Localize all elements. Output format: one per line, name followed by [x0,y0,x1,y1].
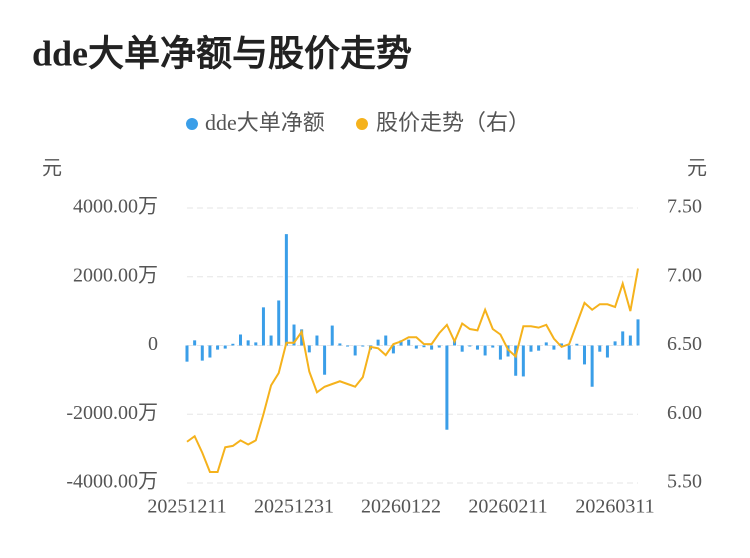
y-unit-label: 元 [42,158,62,180]
bar [193,340,197,346]
bar [239,334,243,346]
bar [491,345,495,348]
bar [460,345,464,352]
bar [185,345,189,362]
bar [391,345,395,354]
y2-tick-label: 7.00 [667,264,702,286]
bar [223,345,227,349]
bar [361,345,365,347]
legend-label: dde大单净额 [205,110,325,135]
bar [353,345,357,356]
y-tick-label: 2000.00万 [73,264,158,286]
bar [246,340,250,346]
bar [613,341,617,346]
bar [575,343,579,346]
price-line [186,268,639,473]
bar [338,343,342,346]
bar [598,345,602,352]
y-tick-label: 4000.00万 [73,196,158,218]
bar [315,335,319,346]
bar [567,345,571,360]
bar [590,345,594,387]
y2-unit-label: 元 [687,158,707,180]
bar [475,345,479,350]
chart-title: dde大单净额与股价走势 [32,33,412,73]
y2-tick-label: 6.50 [667,333,702,355]
bar [437,345,441,348]
bar [254,342,258,346]
bar [483,345,487,356]
x-tick-label: 20251211 [147,496,226,518]
y-tick-label: -4000.00万 [66,471,158,493]
bar [307,345,311,353]
bar [605,345,609,358]
bar [514,345,518,376]
bar [582,345,586,365]
bar [621,331,625,346]
bar [521,345,525,377]
x-tick-label: 20260122 [361,496,441,518]
bar [284,234,288,346]
bar [506,345,510,357]
bar [414,345,418,349]
bar [399,340,403,346]
bar [498,345,502,360]
bar [422,345,426,348]
y2-tick-label: 7.50 [667,196,702,218]
x-tick-label: 20251231 [254,496,334,518]
bar [208,345,212,358]
bar [292,324,296,346]
bar [552,345,556,350]
bar [261,307,265,346]
bar [330,325,334,346]
y2-tick-label: 5.50 [667,471,702,493]
bar [537,345,541,351]
bar [560,343,564,346]
bar [529,345,533,352]
legend-marker [186,118,198,130]
bar [430,345,434,350]
bar [544,342,548,346]
bar [231,343,235,346]
x-tick-label: 20260311 [575,496,654,518]
bar [277,300,281,346]
bar [346,345,350,347]
y2-tick-label: 6.00 [667,402,702,424]
bar [269,335,273,346]
y-tick-label: -2000.00万 [66,402,158,424]
bar [468,345,472,347]
x-tick-label: 20260211 [468,496,547,518]
bar [407,339,411,346]
bar [384,335,388,346]
legend-marker [356,118,368,130]
bar [300,329,304,346]
bar [216,345,220,350]
y-tick-label: 0 [148,333,158,355]
bar [323,345,327,375]
bar [376,339,380,346]
bar [200,345,204,361]
legend-label: 股价走势（右） [376,110,530,135]
bar [445,345,449,430]
bar [636,319,640,346]
bar [628,335,632,346]
